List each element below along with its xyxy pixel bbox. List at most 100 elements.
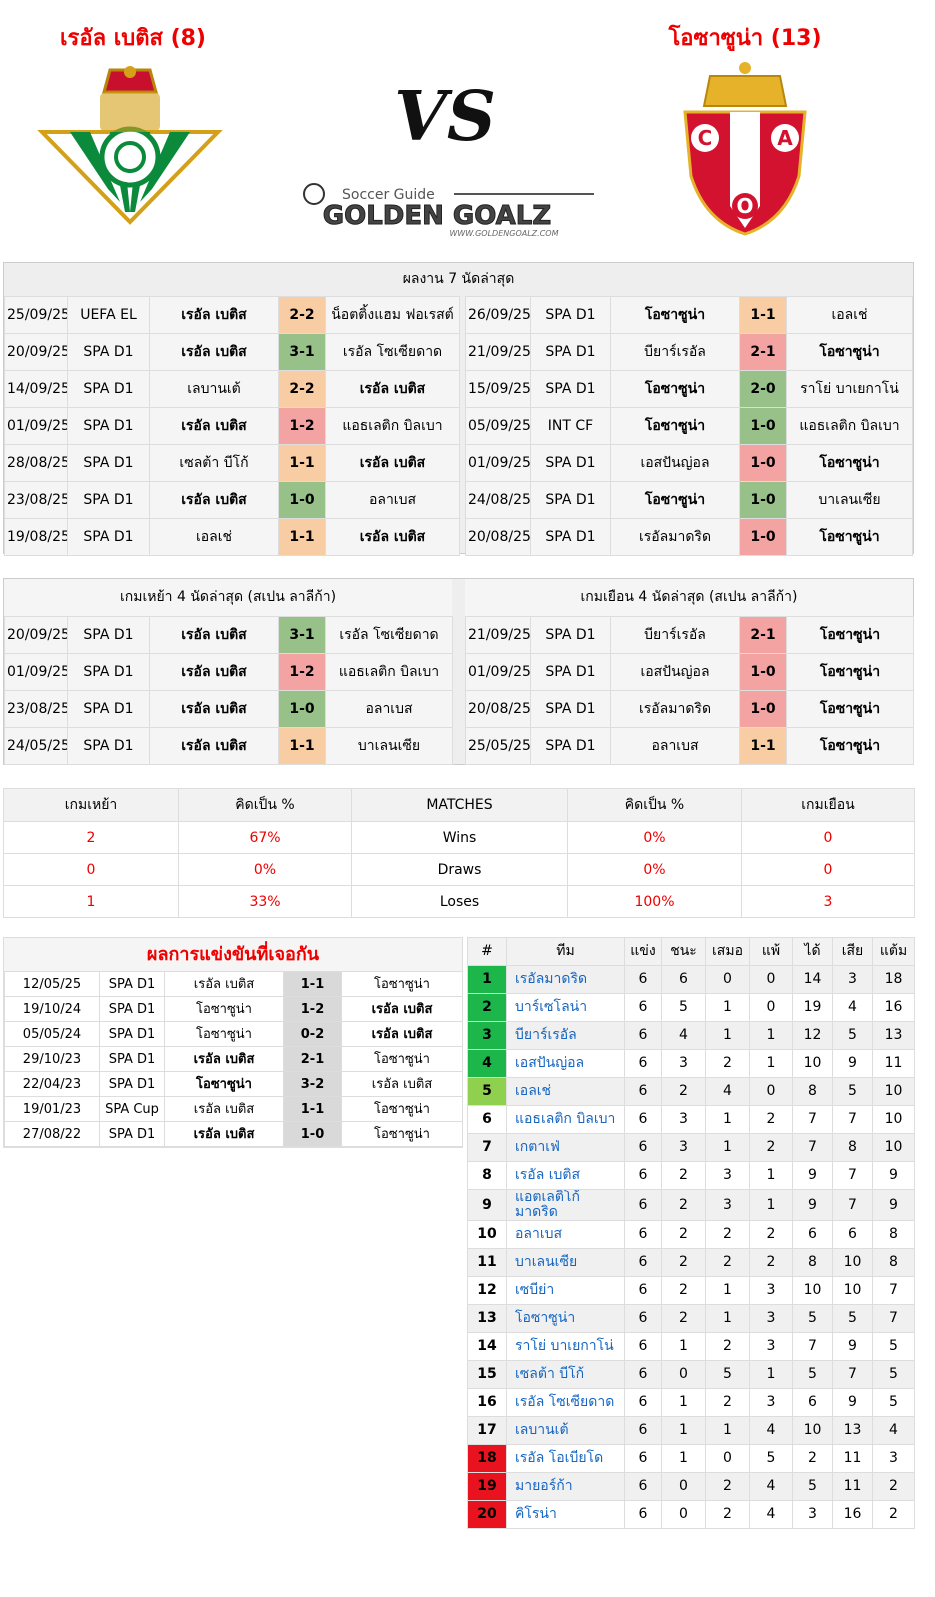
team-link[interactable]: เซบีย่า xyxy=(506,1276,625,1305)
stat: 7 xyxy=(872,1304,915,1333)
team-link[interactable]: เรอัล โอเบียโด xyxy=(506,1444,625,1473)
team-link[interactable]: เอลเช่ xyxy=(506,1077,625,1106)
score: 1-1 xyxy=(739,727,787,765)
home-team: โอซาซูน่า xyxy=(610,370,740,408)
stat: 2 xyxy=(749,1220,793,1249)
match-row: 14/09/25 SPA D1 เลบานเต้ 2-2 เรอัล เบติส xyxy=(4,370,460,408)
date: 01/09/25 xyxy=(465,653,531,691)
competition: SPA D1 xyxy=(67,370,150,408)
stat: 18 xyxy=(872,965,915,994)
stat: 6 xyxy=(624,1276,662,1305)
standing-row: 1 เรอัลมาดริด 6 6 0 0 14 3 18 xyxy=(467,965,915,994)
stat: 0 xyxy=(749,1077,793,1106)
team-link[interactable]: เรอัล เบติส xyxy=(506,1161,625,1190)
stat: 4 xyxy=(705,1077,750,1106)
stat: 6 xyxy=(624,1416,662,1445)
score: 2-1 xyxy=(739,616,787,654)
stat: 8 xyxy=(832,1133,873,1162)
date: 26/09/25 xyxy=(465,296,531,334)
away-team: โอซาซูน่า xyxy=(786,690,914,728)
stat: 8 xyxy=(792,1077,833,1106)
team-link[interactable]: บียาร์เรอัล xyxy=(506,1021,625,1050)
away-team: แอธเลติก บิลเบา xyxy=(325,653,453,691)
home-team: โอซาซูน่า xyxy=(164,1071,284,1097)
stat: 5 xyxy=(872,1388,915,1417)
date: 27/08/22 xyxy=(4,1121,100,1147)
stat: 2 xyxy=(705,1472,750,1501)
stat: 1 xyxy=(749,1360,793,1389)
away-team: ราโย่ บาเยกาโน่ xyxy=(786,370,913,408)
stat: 13 xyxy=(872,1021,915,1050)
competition: SPA D1 xyxy=(67,444,150,482)
team-link[interactable]: เรอัล โซเซียดาด xyxy=(506,1388,625,1417)
team-link[interactable]: เกตาเฟ่ xyxy=(506,1133,625,1162)
stat: 1 xyxy=(705,1105,750,1134)
rank: 7 xyxy=(467,1133,507,1162)
home-team: เรอัล เบติส xyxy=(149,653,279,691)
score: 1-0 xyxy=(739,481,787,519)
date: 15/09/25 xyxy=(465,370,531,408)
date: 29/10/23 xyxy=(4,1046,100,1072)
match-row: 22/04/23 SPA D1 โอซาซูน่า 3-2 เรอัล เบติส xyxy=(4,1071,463,1097)
team-link[interactable]: เอสปันญ่อล xyxy=(506,1049,625,1078)
score: 1-0 xyxy=(278,481,326,519)
stat: 2 xyxy=(705,1500,750,1529)
away-team: เรอัล เบติส xyxy=(341,1071,463,1097)
stat: 16 xyxy=(832,1500,873,1529)
stat: 9 xyxy=(872,1161,915,1190)
score: 2-0 xyxy=(739,370,787,408)
standing-row: 6 แอธเลติก บิลเบา 6 3 1 2 7 7 10 xyxy=(467,1105,915,1134)
home-team: เรอัลมาดริด xyxy=(610,518,740,556)
score: 3-1 xyxy=(278,333,326,371)
away-team: โอซาซูน่า xyxy=(786,444,913,482)
team-link[interactable]: มายอร์ก้า xyxy=(506,1472,625,1501)
stat: 2 xyxy=(661,1220,706,1249)
stat: 5 xyxy=(832,1021,873,1050)
stat: 8 xyxy=(872,1220,915,1249)
column-header: เกมเยือน xyxy=(741,788,915,822)
stat: 4 xyxy=(749,1500,793,1529)
home-team: โอซาซูน่า xyxy=(610,296,740,334)
stat: 6 xyxy=(624,1360,662,1389)
summary-cell: 2 xyxy=(3,821,179,854)
team-link[interactable]: โอซาซูน่า xyxy=(506,1304,625,1333)
stat: 1 xyxy=(749,1049,793,1078)
stat: 1 xyxy=(749,1021,793,1050)
stat: 0 xyxy=(749,965,793,994)
logo-url: WWW.GOLDENGOALZ.COM xyxy=(449,229,558,238)
standing-row: 8 เรอัล เบติส 6 2 3 1 9 7 9 xyxy=(467,1161,915,1190)
stat: 6 xyxy=(624,1220,662,1249)
stat: 2 xyxy=(749,1133,793,1162)
team-link[interactable]: บาร์เซโลน่า xyxy=(506,993,625,1022)
stat: 1 xyxy=(661,1388,706,1417)
team-link[interactable]: บาเลนเซีย xyxy=(506,1248,625,1277)
rank: 10 xyxy=(467,1220,507,1249)
team-link[interactable]: เซลต้า บีโก้ xyxy=(506,1360,625,1389)
team-link[interactable]: แอตเลติโก้ มาดริด xyxy=(506,1189,625,1221)
match-row: 01/09/25 SPA D1 เอสปันญ่อล 1-0 โอซาซูน่า xyxy=(465,653,914,691)
competition: SPA D1 xyxy=(530,653,611,691)
team-link[interactable]: เรอัลมาดริด xyxy=(506,965,625,994)
summary-cell: 0 xyxy=(3,853,179,886)
competition: SPA D1 xyxy=(99,1071,165,1097)
team-link[interactable]: อลาเบส xyxy=(506,1220,625,1249)
stat: 5 xyxy=(661,993,706,1022)
date: 23/08/25 xyxy=(4,481,68,519)
stat: 6 xyxy=(624,1472,662,1501)
home-team: บียาร์เรอัล xyxy=(610,333,740,371)
stat: 1 xyxy=(705,1416,750,1445)
team-link[interactable]: เลบานเต้ xyxy=(506,1416,625,1445)
team-link[interactable]: คิโรน่า xyxy=(506,1500,625,1529)
match-row: 25/09/25 UEFA EL เรอัล เบติส 2-2 น็อตติ้งแฮม… xyxy=(4,296,460,334)
team-link[interactable]: แอธเลติก บิลเบา xyxy=(506,1105,625,1134)
team-link[interactable]: ราโย่ บาเยกาโน่ xyxy=(506,1332,625,1361)
stat: 10 xyxy=(872,1077,915,1106)
stat: 5 xyxy=(872,1332,915,1361)
stat: 5 xyxy=(792,1360,833,1389)
away-team: บาเลนเซีย xyxy=(786,481,913,519)
summary-cell: Loses xyxy=(351,885,568,918)
away-team: โอซาซูน่า xyxy=(341,1096,463,1122)
stat: 1 xyxy=(749,1189,793,1221)
date: 28/08/25 xyxy=(4,444,68,482)
standing-row: 18 เรอัล โอเบียโด 6 1 0 5 2 11 3 xyxy=(467,1444,915,1473)
